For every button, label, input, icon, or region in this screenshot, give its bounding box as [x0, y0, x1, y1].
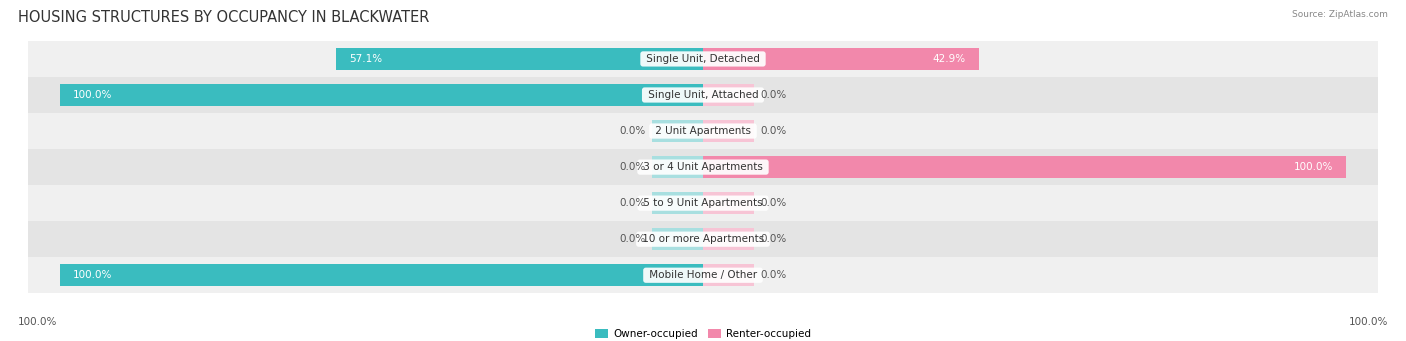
- Text: 0.0%: 0.0%: [619, 198, 645, 208]
- Bar: [703, 192, 755, 214]
- Text: 0.0%: 0.0%: [619, 126, 645, 136]
- Text: 0.0%: 0.0%: [619, 162, 645, 172]
- Bar: [703, 228, 755, 250]
- Text: 100.0%: 100.0%: [1294, 162, 1333, 172]
- Bar: [703, 84, 755, 106]
- Bar: [703, 48, 979, 70]
- Text: 0.0%: 0.0%: [761, 234, 787, 244]
- Text: 0.0%: 0.0%: [761, 126, 787, 136]
- Bar: [651, 156, 703, 178]
- Bar: [651, 120, 703, 142]
- Text: 100.0%: 100.0%: [73, 270, 112, 280]
- Text: 2 Unit Apartments: 2 Unit Apartments: [652, 126, 754, 136]
- Bar: [28, 113, 1378, 149]
- Text: 0.0%: 0.0%: [619, 234, 645, 244]
- Bar: [60, 84, 703, 106]
- Text: Source: ZipAtlas.com: Source: ZipAtlas.com: [1292, 10, 1388, 19]
- Text: 3 or 4 Unit Apartments: 3 or 4 Unit Apartments: [640, 162, 766, 172]
- Text: 100.0%: 100.0%: [18, 317, 58, 327]
- Bar: [703, 120, 755, 142]
- Text: 0.0%: 0.0%: [761, 90, 787, 100]
- Bar: [28, 77, 1378, 113]
- Bar: [703, 264, 755, 286]
- Bar: [28, 149, 1378, 185]
- Bar: [651, 192, 703, 214]
- Bar: [336, 48, 703, 70]
- Text: Mobile Home / Other: Mobile Home / Other: [645, 270, 761, 280]
- Text: 100.0%: 100.0%: [1348, 317, 1388, 327]
- Bar: [60, 264, 703, 286]
- Text: HOUSING STRUCTURES BY OCCUPANCY IN BLACKWATER: HOUSING STRUCTURES BY OCCUPANCY IN BLACK…: [18, 10, 430, 25]
- Bar: [703, 156, 1346, 178]
- Text: 5 to 9 Unit Apartments: 5 to 9 Unit Apartments: [640, 198, 766, 208]
- Bar: [28, 41, 1378, 77]
- Text: Single Unit, Detached: Single Unit, Detached: [643, 54, 763, 64]
- Text: 57.1%: 57.1%: [349, 54, 382, 64]
- Text: 0.0%: 0.0%: [761, 270, 787, 280]
- Text: Single Unit, Attached: Single Unit, Attached: [644, 90, 762, 100]
- Text: 100.0%: 100.0%: [73, 90, 112, 100]
- Text: 0.0%: 0.0%: [761, 198, 787, 208]
- Bar: [28, 221, 1378, 257]
- Bar: [651, 228, 703, 250]
- Bar: [28, 185, 1378, 221]
- Text: 10 or more Apartments: 10 or more Apartments: [638, 234, 768, 244]
- Bar: [28, 257, 1378, 293]
- Legend: Owner-occupied, Renter-occupied: Owner-occupied, Renter-occupied: [591, 325, 815, 341]
- Text: 42.9%: 42.9%: [932, 54, 966, 64]
